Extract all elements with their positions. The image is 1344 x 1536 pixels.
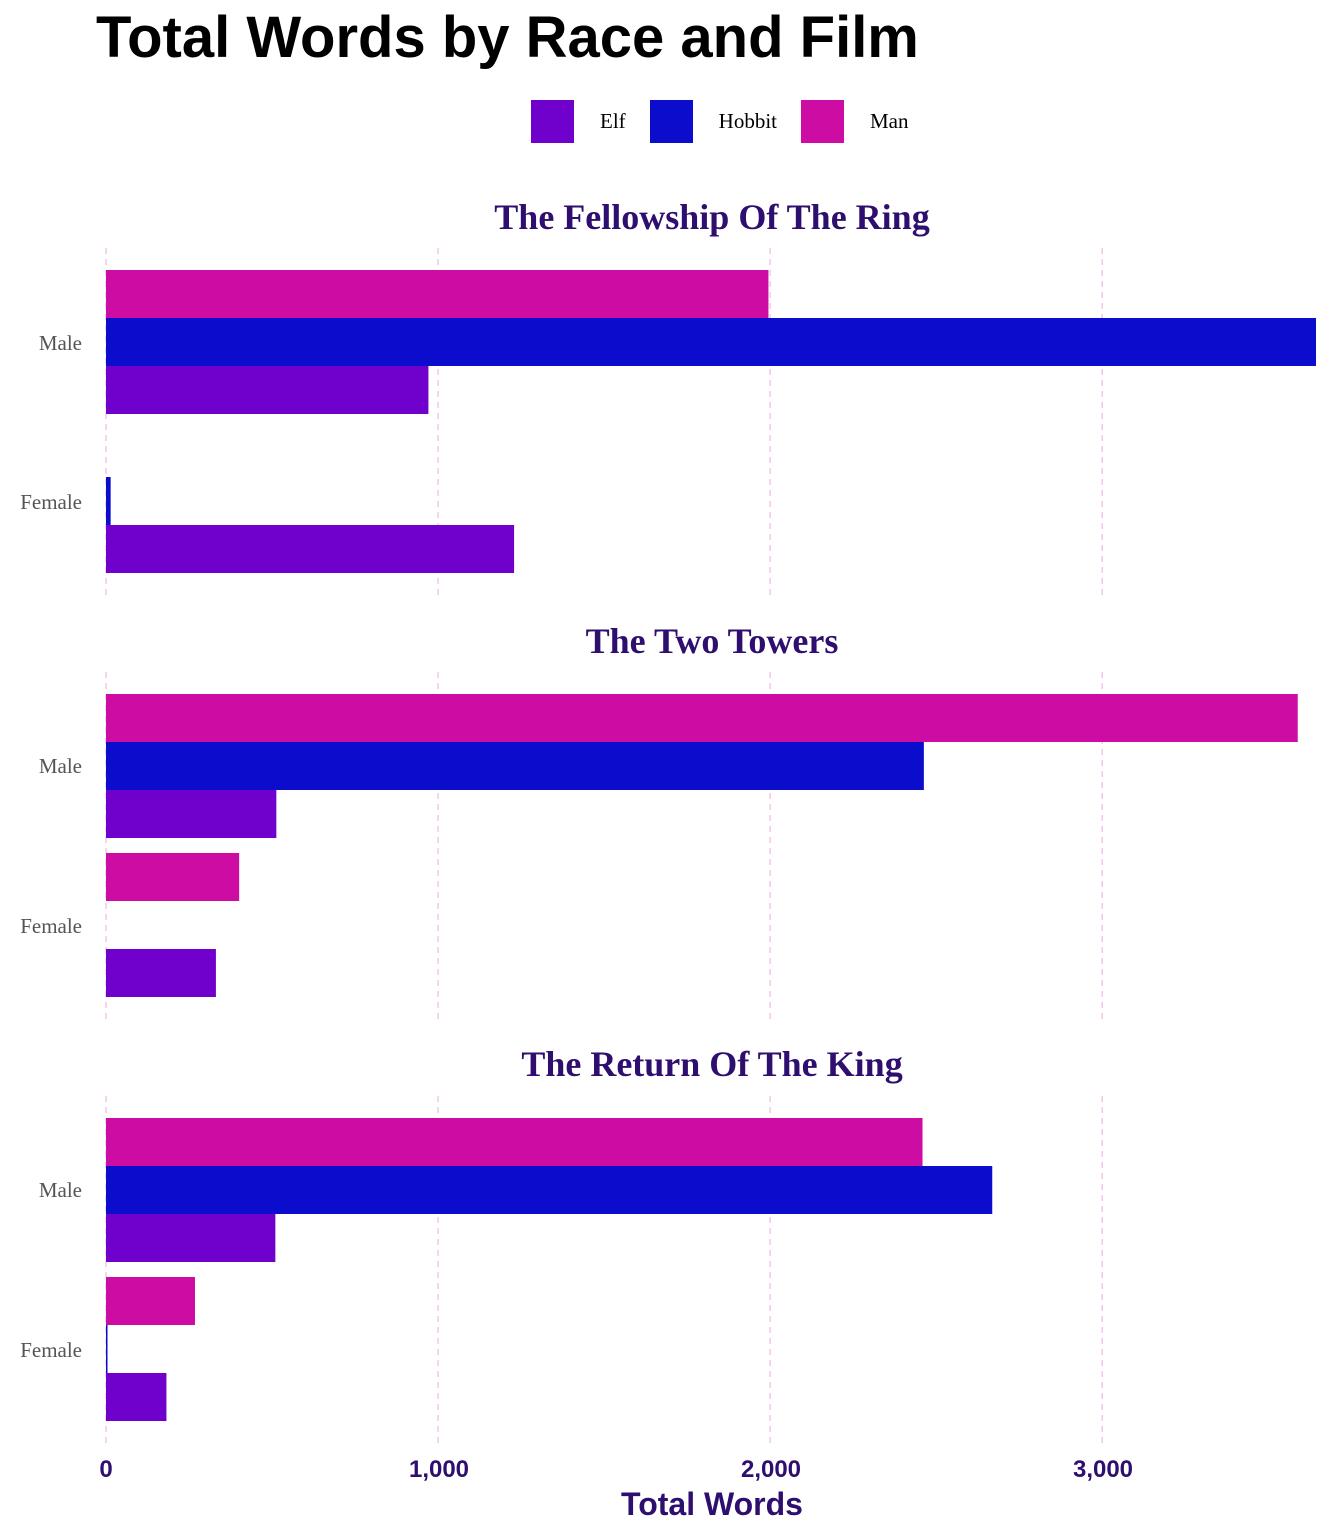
legend-label-elf: Elf	[600, 109, 626, 133]
bar-2-male-man	[106, 694, 1298, 742]
y-label-male-fellowship: Male	[38, 331, 82, 355]
bar-2-male-hobbit	[106, 742, 924, 790]
bar-3-male-elf	[106, 1214, 276, 1262]
facet-title-fellowship: The Fellowship Of The Ring	[494, 197, 930, 237]
bar-2-female-elf	[106, 949, 216, 997]
x-axis-title: Total Words	[621, 1486, 803, 1522]
bar-2-female-man	[106, 853, 240, 901]
x-tick-label-3000: 3,000	[1072, 1456, 1134, 1483]
bar-1-female-elf	[106, 525, 515, 573]
y-label-female-fellowship: Female	[20, 490, 82, 514]
bar-3-female-hobbit	[106, 1325, 108, 1373]
x-tick-label-2000: 2,000	[740, 1456, 802, 1483]
legend-item-man: Man	[801, 100, 933, 143]
legend-label-hobbit: Hobbit	[718, 109, 777, 133]
bar-1-male-hobbit	[106, 318, 1317, 366]
bar-1-male-man	[106, 270, 769, 318]
bar-3-male-hobbit	[106, 1166, 993, 1214]
chart-title: Total Words by Race and Film	[96, 5, 919, 70]
x-tick-label-0: 0	[99, 1456, 113, 1483]
y-label-male-two-towers: Male	[38, 754, 82, 778]
bar-2-male-elf	[106, 790, 277, 838]
bar-3-female-man	[106, 1277, 195, 1325]
legend-item-elf: Elf	[531, 100, 650, 143]
bar-3-female-elf	[106, 1373, 167, 1421]
bar-1-female-hobbit	[106, 477, 111, 525]
facet-title-return-king: The Return Of The King	[521, 1044, 903, 1084]
y-label-female-two-towers: Female	[20, 914, 82, 938]
x-tick-label-1000: 1,000	[408, 1456, 470, 1483]
legend-swatch-elf	[531, 100, 574, 143]
bar-3-male-man	[106, 1118, 923, 1166]
legend-label-man: Man	[870, 109, 909, 133]
legend: Elf Hobbit Man	[531, 100, 933, 143]
facet-title-two-towers: The Two Towers	[585, 621, 839, 661]
y-label-male-return-king: Male	[38, 1178, 82, 1202]
legend-item-hobbit: Hobbit	[649, 100, 801, 143]
legend-swatch-man	[801, 100, 844, 143]
y-label-female-return-king: Female	[20, 1338, 82, 1362]
legend-swatch-hobbit	[649, 100, 693, 143]
bar-1-male-elf	[106, 366, 429, 414]
